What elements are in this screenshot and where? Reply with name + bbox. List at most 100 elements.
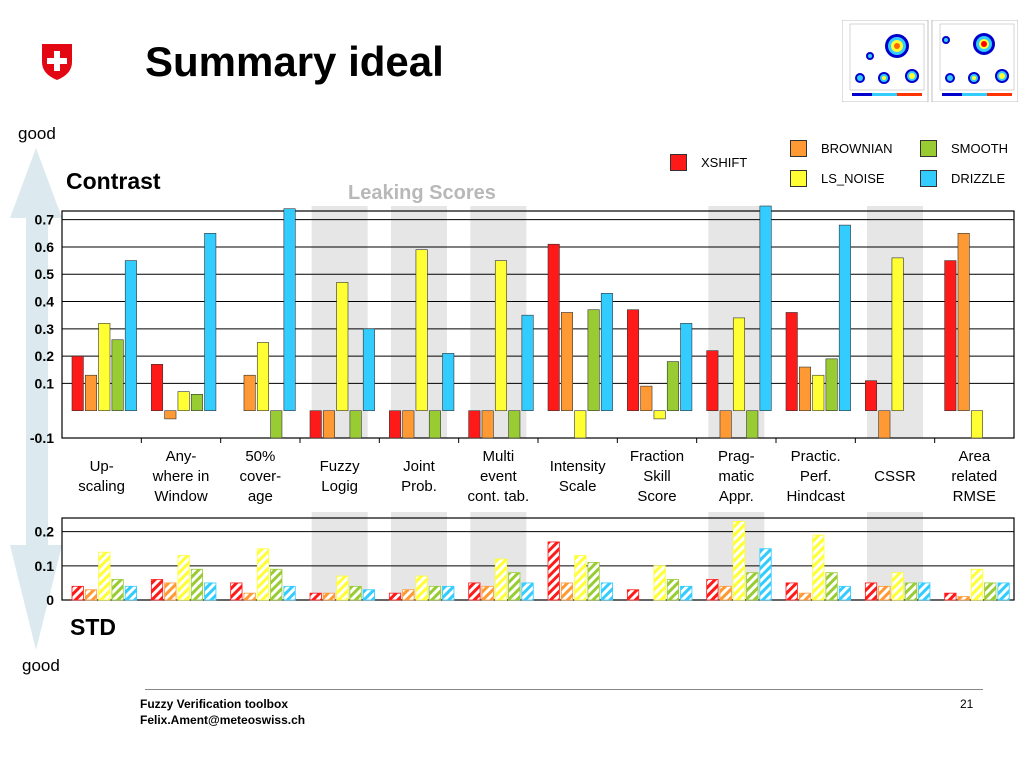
bar-smooth [428,410,441,439]
arrow-down-icon [10,545,62,650]
std-bar-xshift [150,579,164,601]
bar-smooth [587,309,600,412]
std-bar-brownian [164,582,177,601]
std-bar-smooth [666,579,680,601]
bar-smooth [111,339,124,412]
bar-drizzle [521,314,534,412]
legend-item-xshift: XSHIFT [670,154,747,171]
bar-xshift [865,380,878,412]
bar-xshift [944,260,957,412]
legend-swatch [790,170,807,187]
footer-divider [145,689,983,690]
arrow-shaft [26,216,48,546]
std-bar-drizzle [442,585,455,601]
y-tick-label: 0.2 [35,524,55,540]
bar-xshift [309,410,322,439]
std-bar-ls-noise [494,558,508,601]
std-bar-brownian [322,592,336,601]
legend-item-ls-noise: LS_NOISE [790,170,885,187]
std-bar-smooth [825,572,838,601]
std-bar-smooth [904,582,918,601]
y-tick-label: 0.1 [35,375,55,391]
bar-brownian [560,312,573,412]
category-label: Practic. Perf. Hindcast [786,448,845,505]
std-bar-drizzle [600,582,614,601]
category-label: Any-where in Window [152,448,210,505]
bar-drizzle [362,328,375,412]
bar-ls-noise [177,391,190,412]
category-label: Up-scaling [78,458,125,495]
std-bar-xshift [944,592,957,601]
bar-ls-noise [891,257,904,412]
std-bar-smooth [190,568,204,601]
chart-legend: XSHIFT BROWNIAN SMOOTH LS_NOISE DRIZZLE [670,138,1020,198]
legend-item-smooth: SMOOTH [920,140,1008,157]
category-label: Area related RMSE [951,448,998,505]
legend-swatch [920,140,937,157]
bar-ls-noise [256,342,269,412]
std-bar-smooth [349,585,362,601]
y-tick-label: 0.2 [35,348,55,364]
arrow-up-icon [10,148,62,218]
std-bar-smooth [984,582,997,601]
bar-xshift [389,410,402,439]
bar-brownian [640,385,653,412]
std-bar-xshift [230,582,243,601]
std-bar-brownian [402,589,415,601]
std-bar-drizzle [362,589,376,601]
bar-brownian [481,410,494,439]
std-bar-smooth [508,572,521,601]
bar-brownian [402,410,415,439]
std-bar-xshift [309,592,322,601]
bar-brownian [322,410,335,439]
bar-brownian [957,232,970,412]
std-bar-smooth [270,568,283,601]
bar-brownian [878,410,891,439]
legend-label: XSHIFT [701,155,748,170]
y-tick-label: 0.5 [35,266,55,282]
std-bar-brownian [84,589,98,601]
std-bar-ls-noise [732,521,746,601]
bar-smooth [349,410,362,439]
category-label: Fraction Skill Score [629,448,685,505]
y-tick-label: 0 [46,592,54,608]
std-bar-smooth [746,572,759,601]
category-label: CSSR [874,468,916,485]
std-bar-xshift [71,585,84,601]
bar-brownian [719,410,732,439]
legend-swatch [670,154,687,171]
footer-title: Fuzzy Verification toolbox [140,697,289,711]
std-bar-ls-noise [653,565,666,601]
std-bar-brownian [957,596,970,601]
std-bar-xshift [547,541,560,601]
std-bar-xshift [785,582,798,601]
category-label: Prag-matic Appr. [717,448,755,505]
legend-item-brownian: BROWNIAN [790,140,893,157]
page-number: 21 [960,697,974,711]
slide-title: Summary ideal [145,38,444,85]
category-label: Fuzzy Logig [319,458,360,495]
bar-smooth [825,358,838,412]
bar-drizzle [759,205,772,412]
std-bar-drizzle [283,585,296,601]
bar-drizzle [600,293,613,412]
category-label: Multi event cont. tab. [467,448,530,505]
y-tick-label: -0.1 [30,430,54,445]
bar-xshift [627,309,640,412]
bar-xshift [468,410,481,439]
std-bar-xshift [864,582,878,601]
leaking-scores-label: Leaking Scores [348,182,496,204]
bar-ls-noise [415,249,428,412]
bar-ls-noise [812,374,825,412]
legend-label: LS_NOISE [821,171,885,186]
bar-ls-noise [98,323,111,412]
bar-smooth [746,410,759,439]
bar-xshift [547,243,560,412]
std-bar-ls-noise [574,555,587,601]
legend-swatch [790,140,807,157]
std-bar-ls-noise [970,568,984,601]
bar-smooth [270,410,283,439]
std-bar-smooth [428,585,442,601]
bar-xshift [706,350,719,412]
footer-email: Felix.Ament@meteoswiss.ch [140,713,306,727]
